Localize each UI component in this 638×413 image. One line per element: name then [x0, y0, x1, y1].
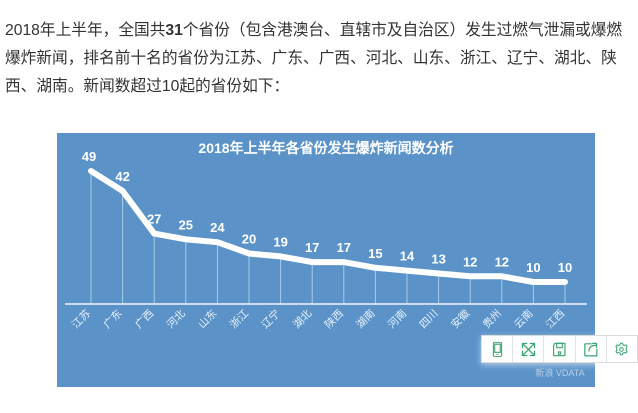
svg-text:13: 13 [431, 252, 445, 267]
svg-text:贵州: 贵州 [480, 307, 504, 331]
svg-text:浙江: 浙江 [228, 307, 252, 331]
svg-text:19: 19 [273, 234, 287, 249]
svg-text:安徽: 安徽 [448, 307, 472, 331]
svg-text:17: 17 [305, 240, 319, 255]
svg-text:陕西: 陕西 [322, 307, 346, 331]
svg-text:10: 10 [526, 260, 540, 275]
svg-text:湖北: 湖北 [291, 307, 315, 331]
svg-text:12: 12 [463, 254, 477, 269]
svg-text:25: 25 [179, 217, 193, 232]
svg-text:山东: 山东 [195, 307, 219, 331]
svg-text:河北: 河北 [165, 307, 189, 331]
svg-text:江西: 江西 [544, 308, 567, 331]
svg-text:广西: 广西 [133, 308, 156, 331]
svg-text:20: 20 [242, 232, 256, 247]
svg-text:四川: 四川 [417, 308, 440, 331]
svg-text:42: 42 [115, 169, 129, 184]
svg-text:12: 12 [495, 254, 509, 269]
svg-text:湖南: 湖南 [353, 307, 377, 331]
svg-text:河南: 河南 [385, 307, 409, 331]
svg-text:14: 14 [400, 249, 415, 264]
svg-text:15: 15 [368, 246, 382, 261]
svg-text:24: 24 [210, 220, 225, 235]
svg-text:27: 27 [147, 212, 161, 227]
svg-text:云南: 云南 [511, 307, 535, 331]
svg-text:广东: 广东 [101, 307, 125, 331]
svg-text:江苏: 江苏 [69, 307, 93, 331]
svg-text:49: 49 [82, 149, 96, 164]
svg-text:17: 17 [337, 240, 351, 255]
svg-text:2018年上半年各省份发生爆炸新闻数分析: 2018年上半年各省份发生爆炸新闻数分析 [198, 140, 453, 156]
svg-text:辽宁: 辽宁 [259, 307, 283, 331]
svg-text:10: 10 [558, 260, 572, 275]
